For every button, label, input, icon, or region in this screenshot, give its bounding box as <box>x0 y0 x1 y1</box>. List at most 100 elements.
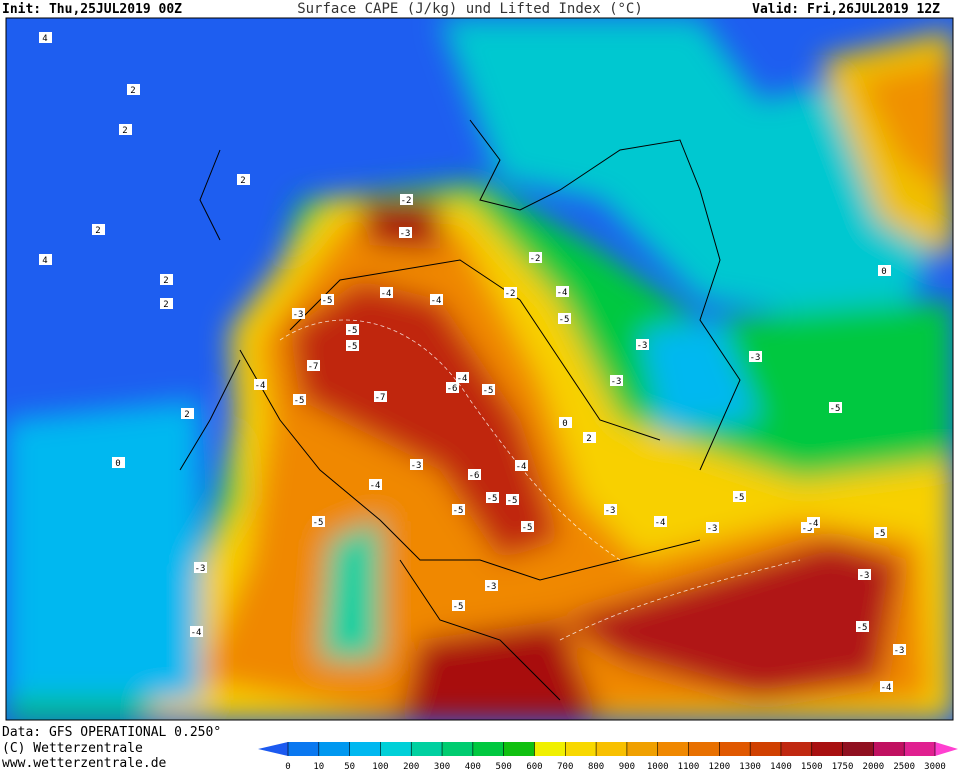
label-box <box>380 287 393 298</box>
label-box <box>604 504 617 515</box>
lifted-index-label: 2 <box>95 226 100 236</box>
label-box <box>194 562 207 573</box>
source: Data: GFS OPERATIONAL 0.250° <box>2 725 221 740</box>
label-box <box>410 459 423 470</box>
label-box <box>807 517 820 528</box>
lifted-index-label: -5 <box>453 602 464 612</box>
colorbar-label: 200 <box>403 762 419 770</box>
label-box <box>346 324 359 335</box>
label-box <box>374 391 387 402</box>
colorbar-bin <box>873 742 905 756</box>
lifted-index-label: -5 <box>347 342 358 352</box>
colorbar-label: 800 <box>588 762 604 770</box>
colorbar-bin <box>596 742 628 756</box>
label-box <box>858 569 871 580</box>
colorbar-bin <box>565 742 597 756</box>
label-box <box>521 521 534 532</box>
label-box <box>654 516 667 527</box>
label-box <box>558 313 571 324</box>
label-box <box>515 460 528 471</box>
lifted-index-label: -2 <box>505 289 516 299</box>
lifted-index-label: 0 <box>562 419 567 429</box>
colorbar-bin <box>811 742 844 756</box>
label-box <box>482 384 495 395</box>
colorbar-bin <box>472 742 505 756</box>
colorbar-label: 1100 <box>678 762 700 770</box>
label-box <box>321 294 334 305</box>
label-box <box>400 194 413 205</box>
lifted-index-label: 0 <box>881 267 886 277</box>
lifted-index-label: -4 <box>516 462 527 472</box>
lifted-index-label: -5 <box>875 529 886 539</box>
lifted-index-label: 2 <box>586 434 591 444</box>
title: Surface CAPE (J/kg) und Lifted Index (°C… <box>297 1 643 17</box>
lifted-index-label: 2 <box>240 176 245 186</box>
lifted-index-label: -7 <box>308 362 319 372</box>
colorbar-label: 400 <box>465 762 481 770</box>
colorbar-label: 1400 <box>770 762 792 770</box>
lifted-index-label: -3 <box>637 341 648 351</box>
colorbar-label: 1500 <box>801 762 823 770</box>
lifted-index-label: -6 <box>447 384 458 394</box>
label-box <box>856 621 869 632</box>
colorbar-label: 100 <box>372 762 388 770</box>
lifted-index-label: -5 <box>453 506 464 516</box>
label-box <box>452 504 465 515</box>
lifted-index-label: -5 <box>522 523 533 533</box>
colorbar-label: 1750 <box>832 762 854 770</box>
lifted-index-label: -3 <box>400 229 411 239</box>
label-box <box>452 600 465 611</box>
map-frame <box>5 17 954 721</box>
lifted-index-label: -5 <box>559 315 570 325</box>
label-box <box>893 644 906 655</box>
lifted-index-label: 2 <box>130 86 135 96</box>
label-box <box>292 308 305 319</box>
lifted-index-label: -4 <box>557 288 568 298</box>
lifted-index-label: 4 <box>42 256 47 266</box>
label-box <box>468 469 481 480</box>
colorbar-label: 2500 <box>893 762 915 770</box>
label-box <box>112 457 125 468</box>
colorbar-label: 1300 <box>739 762 761 770</box>
label-box <box>237 174 250 185</box>
label-box <box>254 379 267 390</box>
lifted-index-label: -5 <box>294 396 305 406</box>
lifted-index-label: 2 <box>122 126 127 136</box>
lifted-index-label: -3 <box>411 461 422 471</box>
label-box <box>446 382 459 393</box>
lifted-index-label: -7 <box>375 393 386 403</box>
lifted-index-label: -2 <box>401 196 412 206</box>
lifted-index-label: 4 <box>42 34 47 44</box>
label-box <box>181 408 194 419</box>
colorbar-bin <box>442 742 474 756</box>
lifted-index-label: -4 <box>457 374 468 384</box>
colorbar-label: 500 <box>496 762 512 770</box>
init: Init: Thu,25JUL2019 00Z <box>2 2 182 17</box>
colorbar-bin <box>411 742 443 756</box>
label-box <box>39 32 52 43</box>
lifted-index-label: -3 <box>293 310 304 320</box>
colorbar-bin <box>380 742 412 756</box>
label-box <box>456 372 469 383</box>
colorbar-label: 900 <box>619 762 635 770</box>
url: www.wetterzentrale.de <box>2 756 167 770</box>
lifted-index-label: -3 <box>605 506 616 516</box>
label-box <box>556 286 569 297</box>
lifted-index-label: -3 <box>611 377 622 387</box>
label-box <box>583 432 596 443</box>
colorbar-label: 1000 <box>647 762 669 770</box>
lifted-index-label: -3 <box>859 571 870 581</box>
label-box <box>369 479 382 490</box>
label-box <box>636 339 649 350</box>
colorbar-bin <box>626 742 659 756</box>
label-box <box>486 492 499 503</box>
lifted-index-label: -5 <box>734 493 745 503</box>
lifted-index-label: 2 <box>184 410 189 420</box>
label-box <box>733 491 746 502</box>
label-box <box>610 375 623 386</box>
lifted-index-label: -4 <box>881 683 892 693</box>
lifted-index-label: -4 <box>191 628 202 638</box>
label-box <box>504 287 517 298</box>
label-box <box>190 626 203 637</box>
